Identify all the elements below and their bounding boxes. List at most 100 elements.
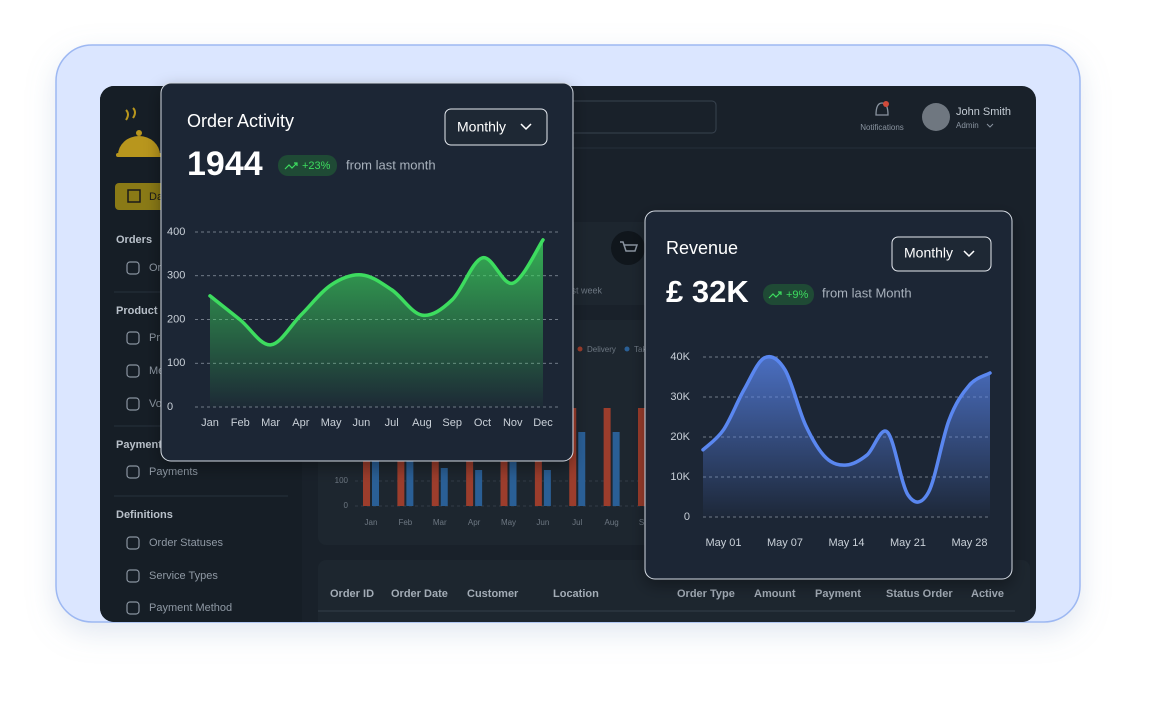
search-box[interactable]	[559, 100, 717, 134]
x-tick-label: Jul	[385, 417, 399, 429]
y-tick-label: 200	[167, 313, 185, 325]
sidebar-item-icon	[126, 331, 140, 345]
x-tick-label: Aug	[412, 417, 432, 429]
table-column-header: Order Date	[391, 588, 448, 600]
y-tick-label: 10K	[670, 471, 690, 483]
x-tick-label: Jun	[536, 518, 549, 527]
bar	[397, 426, 405, 506]
dropdown-caret[interactable]	[520, 123, 532, 131]
bar	[578, 432, 586, 506]
sidebar-item-icon	[126, 465, 140, 479]
y-tick-label: 0	[684, 511, 690, 523]
y-tick-label: 0	[344, 501, 349, 510]
dashboard-icon	[127, 189, 141, 203]
y-tick-label: 300	[167, 270, 185, 282]
sidebar-item[interactable]: Order Statuses	[149, 537, 223, 549]
x-tick-label: May 14	[828, 537, 864, 549]
area-fill	[703, 356, 990, 517]
x-tick-label: Apr	[468, 518, 481, 527]
dropdown-label[interactable]: Monthly	[457, 119, 506, 135]
x-tick-label: Mar	[261, 417, 280, 429]
change-value: +23%	[302, 160, 331, 172]
sidebar-item[interactable]: Payments	[149, 466, 198, 478]
bar	[372, 441, 379, 506]
x-tick-label: May	[501, 518, 516, 527]
bar	[475, 470, 483, 506]
area-fill	[210, 239, 543, 407]
sidebar-item-icon	[126, 364, 140, 378]
notifications-label[interactable]: Notifications	[860, 123, 904, 132]
sidebar-section-title: Orders	[116, 234, 152, 246]
x-tick-label: Feb	[231, 417, 250, 429]
sidebar-section-title: Definitions	[116, 509, 173, 521]
table-column-header: Payment	[815, 588, 861, 600]
x-tick-label: Oct	[474, 417, 491, 429]
sidebar-item-icon	[126, 536, 140, 550]
table-column-header: Customer	[467, 588, 519, 600]
period-dropdown[interactable]	[891, 236, 992, 272]
line	[208, 238, 545, 347]
change-note: from last month	[346, 157, 436, 172]
bar	[603, 408, 611, 506]
y-tick-label: 400	[167, 226, 185, 238]
bar	[543, 470, 551, 506]
x-tick-label: Aug	[605, 518, 619, 527]
notification-bell[interactable]	[875, 101, 889, 116]
y-tick-label: 40K	[670, 351, 690, 363]
bar	[500, 436, 508, 506]
x-tick-label: Jan	[201, 417, 219, 429]
bar	[638, 408, 645, 506]
headline-value: 1944	[187, 145, 263, 183]
change-note: from last Month	[822, 285, 912, 300]
sidebar-item[interactable]: Service Types	[149, 570, 218, 582]
orders-table	[318, 560, 1030, 622]
y-tick-label: 30K	[670, 391, 690, 403]
logo	[116, 107, 162, 157]
x-tick-label: May 21	[890, 537, 926, 549]
bar	[363, 431, 370, 506]
bar	[569, 408, 577, 506]
line	[701, 354, 992, 504]
user-role[interactable]: Admin	[956, 121, 979, 130]
x-tick-label: Nov	[503, 417, 523, 429]
bar	[406, 443, 414, 506]
revenue-card: Revenue Monthly £ 32K +9% from last Mont…	[644, 210, 1013, 580]
x-tick-label: Jul	[572, 518, 582, 527]
cart-glyph	[620, 241, 639, 252]
x-tick-label: Sep	[442, 417, 462, 429]
table-column-header: Status Order	[886, 588, 953, 600]
x-tick-label: May 01	[705, 537, 741, 549]
avatar[interactable]	[922, 103, 950, 131]
y-tick-label: 0	[167, 401, 173, 413]
sidebar-item-icon	[126, 601, 140, 615]
legend-swatch	[624, 346, 630, 352]
bar	[612, 432, 620, 506]
legend-swatch	[577, 346, 583, 352]
card-title: Order Activity	[187, 111, 294, 131]
x-tick-label: Apr	[292, 417, 309, 429]
sidebar-item[interactable]: Payment Method	[149, 602, 232, 614]
x-tick-label: Jun	[352, 417, 370, 429]
user-name[interactable]: John Smith	[956, 106, 1011, 118]
bar	[534, 426, 542, 506]
cart-icon	[611, 231, 645, 265]
dropdown-label[interactable]: Monthly	[904, 245, 953, 261]
sidebar-item-icon	[126, 261, 140, 275]
headline-value: £ 32K	[666, 274, 749, 309]
sidebar-item-icon	[126, 569, 140, 583]
dropdown-caret[interactable]	[963, 250, 975, 258]
order-activity-card: Order Activity Monthly 1944 +23% from la…	[160, 82, 574, 462]
change-badge	[763, 284, 814, 305]
user-menu-caret[interactable]	[986, 123, 994, 128]
x-tick-label: Dec	[533, 417, 553, 429]
x-tick-label: May 07	[767, 537, 803, 549]
x-tick-label: May	[321, 417, 342, 429]
x-tick-label: Feb	[398, 518, 412, 527]
period-dropdown[interactable]	[444, 108, 548, 146]
y-tick-label: 100	[167, 357, 185, 369]
change-value: +9%	[786, 289, 809, 301]
table-column-header: Order Type	[677, 588, 735, 600]
table-column-header: Location	[553, 588, 599, 600]
